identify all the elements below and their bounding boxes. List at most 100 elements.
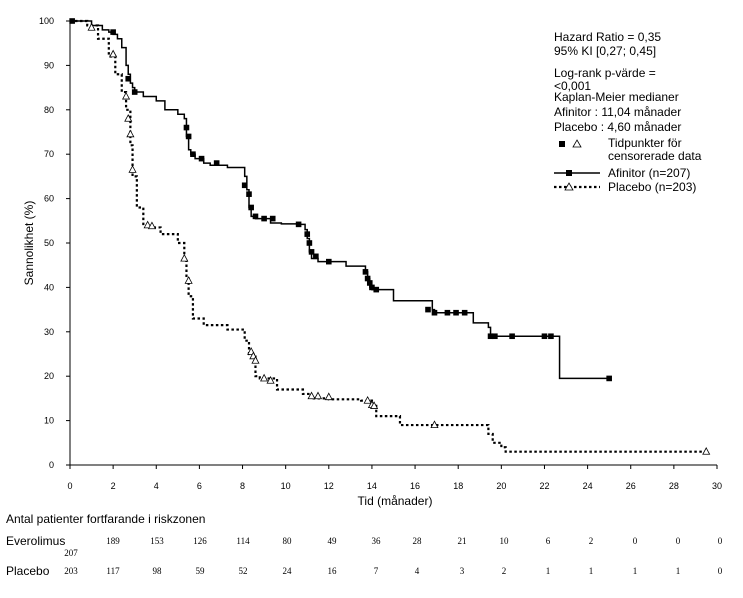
censored-point	[702, 447, 711, 455]
censored-point	[492, 333, 498, 340]
risk-value: 80	[282, 536, 292, 546]
y-tick-label: 30	[44, 327, 54, 337]
x-axis-title: Tid (månader)	[358, 494, 433, 508]
censored-point	[369, 284, 375, 291]
series-line-1	[70, 19, 707, 453]
y-tick-label: 40	[44, 282, 54, 292]
censored-point	[109, 49, 118, 58]
risk-value: 1	[588, 566, 594, 576]
risk-value: 0	[717, 566, 723, 576]
censored-point	[251, 356, 260, 364]
km-placebo-text: Placebo : 4,60 månader	[554, 120, 681, 134]
y-tick-label: 10	[44, 416, 54, 426]
censored-point	[363, 395, 372, 404]
risk-value: 0	[717, 536, 723, 546]
series-layer	[69, 18, 711, 455]
risk-value: 189	[106, 536, 120, 546]
censored-point	[248, 204, 254, 211]
legend-censored-label-1: Tidpunkter för	[608, 136, 682, 150]
risk-value: 203	[64, 566, 78, 576]
censored-point	[252, 213, 259, 220]
legend-censored-square-icon	[559, 141, 565, 147]
risk-value: 1	[545, 566, 551, 576]
censored-point	[541, 333, 548, 340]
risk-value: 1	[632, 566, 638, 576]
y-tick-label: 0	[49, 460, 54, 470]
censored-point	[295, 221, 302, 228]
risk-value: 207	[64, 548, 78, 558]
legend-censored-triangle-icon	[572, 139, 582, 148]
x-tick-label: 8	[240, 481, 245, 491]
hazard-ratio-text: Hazard Ratio = 0,35	[554, 30, 661, 44]
x-tick-label: 24	[583, 481, 593, 491]
risk-value: 153	[150, 536, 164, 546]
y-tick-label: 80	[44, 105, 54, 115]
x-tick-label: 18	[453, 481, 463, 491]
censored-point	[180, 253, 189, 262]
y-tick-label: 60	[44, 194, 54, 204]
risk-value: 126	[193, 536, 207, 546]
censored-point	[313, 253, 319, 260]
censored-point	[261, 215, 267, 222]
censored-point	[326, 258, 332, 265]
x-tick-label: 12	[324, 481, 334, 491]
censored-point	[125, 75, 132, 82]
x-tick-label: 10	[281, 481, 291, 491]
axes	[66, 20, 718, 469]
censored-point	[370, 401, 379, 409]
logrank-text-1: Log-rank p-värde =	[554, 66, 656, 80]
censored-point	[143, 220, 152, 229]
censored-point	[425, 306, 431, 313]
censored-point	[184, 276, 193, 284]
censored-point	[147, 221, 157, 230]
censored-point	[461, 309, 468, 316]
censored-point	[444, 309, 451, 316]
censored-point	[430, 420, 439, 429]
risk-value: 16	[327, 566, 337, 576]
censored-point	[266, 375, 275, 384]
risk-value: 2	[588, 536, 594, 546]
risk-value: 6	[545, 536, 551, 546]
y-tick-label: 100	[39, 16, 54, 26]
censored-point	[606, 375, 612, 382]
censored-point	[324, 392, 333, 401]
risk-row-label: Placebo	[6, 564, 50, 578]
censored-point	[304, 231, 311, 237]
y-axis-title: Sannolikhet (%)	[22, 201, 36, 286]
censored-point	[308, 249, 315, 255]
x-tick-label: 16	[410, 481, 420, 491]
tick-labels: 0 2 4 6 8 10 12 14 16 18 20 22 24 26 28 300102030405060…	[39, 16, 722, 491]
km-title-text: Kaplan-Meier medianer	[554, 90, 679, 104]
censored-point	[269, 215, 276, 222]
censored-point	[313, 391, 323, 400]
risk-value: 24	[282, 566, 292, 576]
risk-value: 98	[152, 566, 162, 576]
kaplan-meier-chart: 0 2 4 6 8 10 12 14 16 18 20 22 24 26 28 300102030405060…	[22, 16, 722, 508]
x-tick-label: 4	[154, 481, 159, 491]
x-tick-label: 2	[111, 481, 116, 491]
censored-point	[126, 129, 135, 138]
censored-point	[509, 333, 515, 340]
x-tick-label: 0	[67, 481, 72, 491]
censored-point	[128, 165, 137, 173]
censored-point	[362, 269, 369, 275]
series-line-0	[70, 20, 610, 380]
censored-point	[453, 309, 459, 316]
y-tick-label: 50	[44, 238, 54, 248]
censored-point	[183, 124, 190, 131]
censored-point	[185, 133, 192, 140]
censored-point	[131, 89, 138, 95]
censored-point	[198, 155, 205, 162]
km-afinitor-text: Afinitor : 11,04 månader	[554, 105, 681, 119]
x-tick-label: 22	[539, 481, 549, 491]
censored-point	[431, 309, 438, 316]
legend-placebo-label: Placebo (n=203)	[608, 180, 696, 194]
risk-value: 59	[195, 566, 205, 576]
censored-point	[213, 160, 220, 166]
risk-value: 10	[499, 536, 509, 546]
censored-point	[124, 114, 133, 122]
risk-value: 4	[414, 566, 420, 576]
x-tick-label: 30	[712, 481, 722, 491]
risk-value: 28	[412, 536, 422, 546]
risk-table-title: Antal patienter fortfarande i riskzonen	[6, 512, 206, 526]
